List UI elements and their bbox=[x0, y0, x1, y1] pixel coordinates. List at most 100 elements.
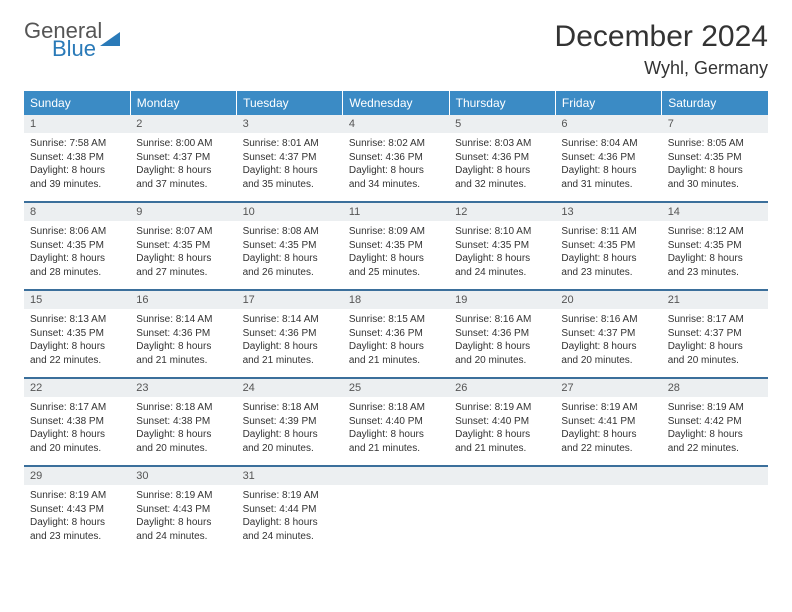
day-header: Thursday bbox=[449, 91, 555, 115]
day-body: Sunrise: 8:18 AMSunset: 4:39 PMDaylight:… bbox=[237, 397, 343, 465]
day-cell: 2Sunrise: 8:00 AMSunset: 4:37 PMDaylight… bbox=[130, 115, 236, 202]
day-cell: 25Sunrise: 8:18 AMSunset: 4:40 PMDayligh… bbox=[343, 378, 449, 466]
day-cell: 15Sunrise: 8:13 AMSunset: 4:35 PMDayligh… bbox=[24, 290, 130, 378]
day-body: Sunrise: 8:18 AMSunset: 4:40 PMDaylight:… bbox=[343, 397, 449, 465]
day-number: 28 bbox=[662, 379, 768, 397]
day-cell: 4Sunrise: 8:02 AMSunset: 4:36 PMDaylight… bbox=[343, 115, 449, 202]
day-number: 7 bbox=[662, 115, 768, 133]
day-body: Sunrise: 8:10 AMSunset: 4:35 PMDaylight:… bbox=[449, 221, 555, 289]
day-body: Sunrise: 8:07 AMSunset: 4:35 PMDaylight:… bbox=[130, 221, 236, 289]
day-number: 23 bbox=[130, 379, 236, 397]
day-number: 14 bbox=[662, 203, 768, 221]
day-number bbox=[662, 467, 768, 485]
calendar-table: SundayMondayTuesdayWednesdayThursdayFrid… bbox=[24, 91, 768, 553]
day-header: Monday bbox=[130, 91, 236, 115]
day-body bbox=[343, 485, 449, 541]
day-cell: 30Sunrise: 8:19 AMSunset: 4:43 PMDayligh… bbox=[130, 466, 236, 553]
logo: General Blue bbox=[24, 20, 124, 60]
day-cell: 24Sunrise: 8:18 AMSunset: 4:39 PMDayligh… bbox=[237, 378, 343, 466]
day-cell: 3Sunrise: 8:01 AMSunset: 4:37 PMDaylight… bbox=[237, 115, 343, 202]
day-number: 2 bbox=[130, 115, 236, 133]
day-cell: 16Sunrise: 8:14 AMSunset: 4:36 PMDayligh… bbox=[130, 290, 236, 378]
day-number: 24 bbox=[237, 379, 343, 397]
day-body: Sunrise: 7:58 AMSunset: 4:38 PMDaylight:… bbox=[24, 133, 130, 201]
day-number: 12 bbox=[449, 203, 555, 221]
day-body bbox=[662, 485, 768, 541]
day-body: Sunrise: 8:17 AMSunset: 4:37 PMDaylight:… bbox=[662, 309, 768, 377]
day-body: Sunrise: 8:14 AMSunset: 4:36 PMDaylight:… bbox=[130, 309, 236, 377]
day-number: 25 bbox=[343, 379, 449, 397]
day-number: 31 bbox=[237, 467, 343, 485]
day-number: 4 bbox=[343, 115, 449, 133]
day-body: Sunrise: 8:19 AMSunset: 4:43 PMDaylight:… bbox=[130, 485, 236, 553]
day-number bbox=[343, 467, 449, 485]
day-body: Sunrise: 8:13 AMSunset: 4:35 PMDaylight:… bbox=[24, 309, 130, 377]
day-number: 5 bbox=[449, 115, 555, 133]
day-cell: 22Sunrise: 8:17 AMSunset: 4:38 PMDayligh… bbox=[24, 378, 130, 466]
day-number: 30 bbox=[130, 467, 236, 485]
day-number: 18 bbox=[343, 291, 449, 309]
day-cell: 23Sunrise: 8:18 AMSunset: 4:38 PMDayligh… bbox=[130, 378, 236, 466]
day-cell: 27Sunrise: 8:19 AMSunset: 4:41 PMDayligh… bbox=[555, 378, 661, 466]
day-number: 1 bbox=[24, 115, 130, 133]
title-block: December 2024 Wyhl, Germany bbox=[555, 20, 768, 79]
day-number: 11 bbox=[343, 203, 449, 221]
day-number: 29 bbox=[24, 467, 130, 485]
day-number: 16 bbox=[130, 291, 236, 309]
week-row: 22Sunrise: 8:17 AMSunset: 4:38 PMDayligh… bbox=[24, 378, 768, 466]
day-cell: 7Sunrise: 8:05 AMSunset: 4:35 PMDaylight… bbox=[662, 115, 768, 202]
day-body: Sunrise: 8:19 AMSunset: 4:44 PMDaylight:… bbox=[237, 485, 343, 553]
calendar-body: 1Sunrise: 7:58 AMSunset: 4:38 PMDaylight… bbox=[24, 115, 768, 553]
day-body: Sunrise: 8:11 AMSunset: 4:35 PMDaylight:… bbox=[555, 221, 661, 289]
day-cell: 1Sunrise: 7:58 AMSunset: 4:38 PMDaylight… bbox=[24, 115, 130, 202]
day-number: 27 bbox=[555, 379, 661, 397]
day-cell: 6Sunrise: 8:04 AMSunset: 4:36 PMDaylight… bbox=[555, 115, 661, 202]
day-cell: 12Sunrise: 8:10 AMSunset: 4:35 PMDayligh… bbox=[449, 202, 555, 290]
day-number: 17 bbox=[237, 291, 343, 309]
day-number bbox=[449, 467, 555, 485]
day-body: Sunrise: 8:04 AMSunset: 4:36 PMDaylight:… bbox=[555, 133, 661, 201]
day-body: Sunrise: 8:00 AMSunset: 4:37 PMDaylight:… bbox=[130, 133, 236, 201]
day-number: 22 bbox=[24, 379, 130, 397]
day-number: 10 bbox=[237, 203, 343, 221]
day-body: Sunrise: 8:06 AMSunset: 4:35 PMDaylight:… bbox=[24, 221, 130, 289]
day-cell: 10Sunrise: 8:08 AMSunset: 4:35 PMDayligh… bbox=[237, 202, 343, 290]
day-number: 13 bbox=[555, 203, 661, 221]
day-header: Sunday bbox=[24, 91, 130, 115]
location-label: Wyhl, Germany bbox=[555, 58, 768, 79]
day-body: Sunrise: 8:19 AMSunset: 4:40 PMDaylight:… bbox=[449, 397, 555, 465]
day-body: Sunrise: 8:19 AMSunset: 4:43 PMDaylight:… bbox=[24, 485, 130, 553]
day-number: 8 bbox=[24, 203, 130, 221]
logo-triangle-icon bbox=[98, 26, 124, 57]
day-body: Sunrise: 8:18 AMSunset: 4:38 PMDaylight:… bbox=[130, 397, 236, 465]
day-header-row: SundayMondayTuesdayWednesdayThursdayFrid… bbox=[24, 91, 768, 115]
day-cell: 11Sunrise: 8:09 AMSunset: 4:35 PMDayligh… bbox=[343, 202, 449, 290]
day-number: 9 bbox=[130, 203, 236, 221]
day-number: 20 bbox=[555, 291, 661, 309]
day-number: 19 bbox=[449, 291, 555, 309]
day-body: Sunrise: 8:17 AMSunset: 4:38 PMDaylight:… bbox=[24, 397, 130, 465]
day-number: 21 bbox=[662, 291, 768, 309]
page-header: General Blue December 2024 Wyhl, Germany bbox=[24, 20, 768, 79]
week-row: 1Sunrise: 7:58 AMSunset: 4:38 PMDaylight… bbox=[24, 115, 768, 202]
day-body: Sunrise: 8:14 AMSunset: 4:36 PMDaylight:… bbox=[237, 309, 343, 377]
day-cell: 9Sunrise: 8:07 AMSunset: 4:35 PMDaylight… bbox=[130, 202, 236, 290]
day-cell: 31Sunrise: 8:19 AMSunset: 4:44 PMDayligh… bbox=[237, 466, 343, 553]
week-row: 15Sunrise: 8:13 AMSunset: 4:35 PMDayligh… bbox=[24, 290, 768, 378]
day-cell bbox=[343, 466, 449, 553]
day-cell: 8Sunrise: 8:06 AMSunset: 4:35 PMDaylight… bbox=[24, 202, 130, 290]
week-row: 29Sunrise: 8:19 AMSunset: 4:43 PMDayligh… bbox=[24, 466, 768, 553]
day-body: Sunrise: 8:16 AMSunset: 4:37 PMDaylight:… bbox=[555, 309, 661, 377]
day-number: 3 bbox=[237, 115, 343, 133]
day-cell: 14Sunrise: 8:12 AMSunset: 4:35 PMDayligh… bbox=[662, 202, 768, 290]
logo-word-blue: Blue bbox=[52, 38, 102, 60]
day-header: Wednesday bbox=[343, 91, 449, 115]
day-number: 6 bbox=[555, 115, 661, 133]
day-number: 26 bbox=[449, 379, 555, 397]
day-cell: 19Sunrise: 8:16 AMSunset: 4:36 PMDayligh… bbox=[449, 290, 555, 378]
day-cell: 28Sunrise: 8:19 AMSunset: 4:42 PMDayligh… bbox=[662, 378, 768, 466]
day-cell: 20Sunrise: 8:16 AMSunset: 4:37 PMDayligh… bbox=[555, 290, 661, 378]
day-body: Sunrise: 8:19 AMSunset: 4:42 PMDaylight:… bbox=[662, 397, 768, 465]
day-body: Sunrise: 8:08 AMSunset: 4:35 PMDaylight:… bbox=[237, 221, 343, 289]
day-body: Sunrise: 8:15 AMSunset: 4:36 PMDaylight:… bbox=[343, 309, 449, 377]
